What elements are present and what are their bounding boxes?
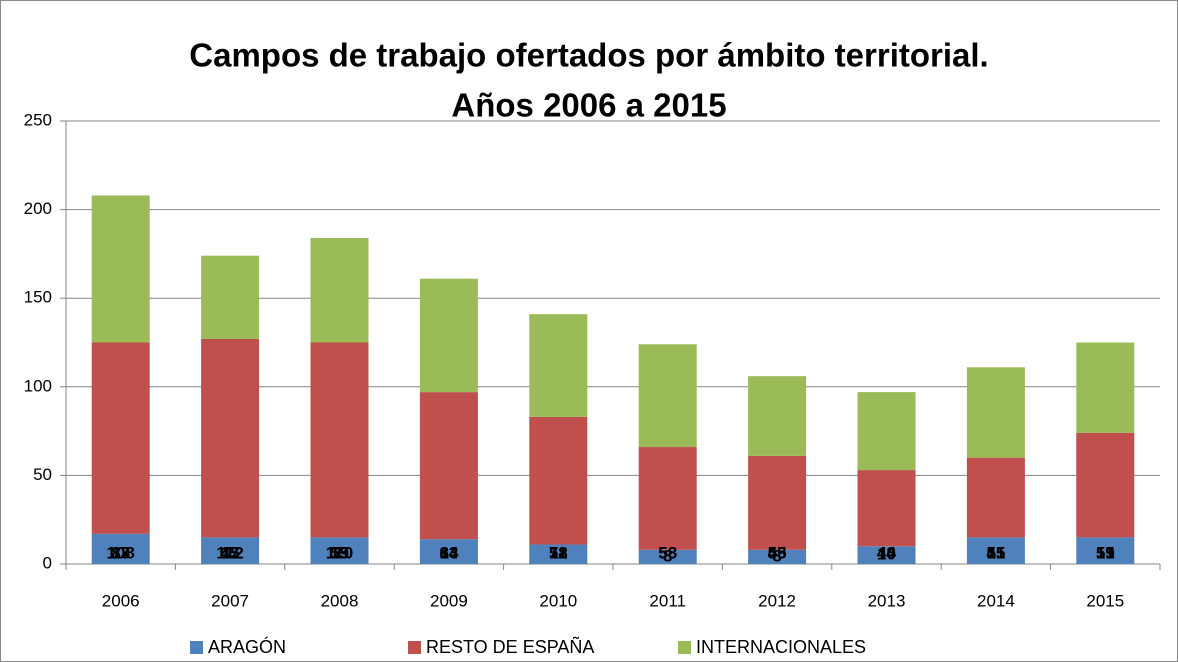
bar-segment [529,544,588,564]
bar-segment [1076,432,1135,538]
legend-label: RESTO DE ESPAÑA [426,636,594,657]
value-label: 15 [330,543,349,562]
x-tick-label: 2011 [649,591,686,610]
bar-segment [310,342,369,538]
bar-segment [419,392,478,540]
x-tick-label: 2012 [758,591,796,610]
x-tick-label: 2015 [1086,591,1124,610]
bar-segment [748,455,807,550]
x-tick-label: 2006 [102,591,140,610]
value-label: 15 [1096,543,1115,562]
bar-segment [857,470,916,547]
bar-segment [857,546,916,564]
value-label: 47 [221,543,240,562]
value-label: 58 [658,543,677,562]
value-label: 14 [439,543,458,562]
value-label: 15 [221,543,240,562]
y-tick-label: 150 [24,288,52,307]
bar-segment [638,344,697,448]
bar-segment [419,539,478,564]
value-label: 51 [1096,543,1115,562]
bar-segment [966,367,1025,458]
bar-segment [91,195,150,343]
bar-segment [201,537,260,564]
x-tick-label: 2008 [321,591,359,610]
bar-segment [529,314,588,417]
legend-swatch [408,641,421,654]
value-label: 112 [216,543,243,562]
value-label: 83 [439,543,458,562]
y-tick-label: 100 [24,376,52,395]
bar-segment [529,416,588,545]
bar-segment [201,338,260,538]
x-tick-label: 2010 [539,591,577,610]
x-tick-label: 2009 [430,591,468,610]
value-label: 59 [1096,543,1115,562]
y-tick-label: 250 [24,110,52,129]
value-label: 51 [986,543,1005,562]
value-label: 17 [111,543,130,562]
bar-segment [201,255,260,339]
y-tick-label: 200 [24,199,52,218]
bar-segment [966,457,1025,538]
value-label: 58 [549,543,568,562]
value-label: 11 [549,544,567,563]
value-label: 64 [439,543,458,562]
chart-title: Años 2006 a 2015 [451,87,726,124]
bar-segment [748,549,807,564]
legend-swatch [190,641,203,654]
legend-label: ARAGÓN [208,636,286,657]
legend-swatch [678,641,691,654]
x-tick-label: 2013 [868,591,906,610]
bar-segment [310,237,369,343]
bar-segment [1076,342,1135,433]
chart-title: Campos de trabajo ofertados por ámbito t… [189,37,988,74]
value-label: 72 [549,543,568,562]
value-label: 83 [111,543,130,562]
x-tick-label: 2014 [977,591,1015,610]
bar-segment [1076,537,1135,564]
bar-segment [638,549,697,564]
bar-segment [966,537,1025,564]
bar-segment [638,447,697,550]
bar-segment [419,278,478,393]
value-label: 8 [772,546,781,565]
value-label: 45 [986,543,1005,562]
bar-segment [310,537,369,564]
value-label: 8 [663,546,672,565]
bar-segment [857,392,916,471]
value-label: 59 [330,543,349,562]
bar-segment [91,533,150,564]
value-label: 15 [986,543,1005,562]
value-label: 58 [658,543,677,562]
y-tick-label: 50 [33,465,52,484]
value-label: 53 [768,543,787,562]
bar-segment [748,376,807,456]
value-label: 45 [768,543,787,562]
value-label: 43 [877,543,896,562]
x-tick-label: 2007 [211,591,249,610]
y-tick-label: 0 [43,553,52,572]
bar-segment [91,342,150,534]
value-label: 108 [107,543,135,562]
value-label: 44 [877,543,896,562]
value-label: 110 [326,543,353,562]
legend-label: INTERNACIONALES [696,637,866,657]
value-label: 10 [877,545,896,564]
